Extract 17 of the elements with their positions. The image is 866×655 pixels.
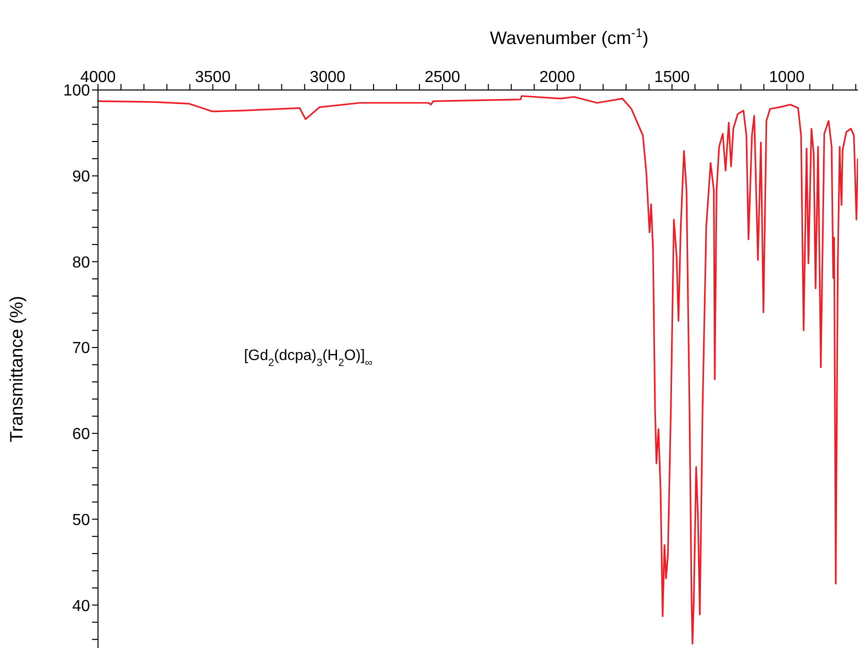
x-tick-label: 3000 [310,69,346,86]
y-tick-label: 60 [72,426,90,444]
x-tick-label: 3500 [195,69,231,86]
y-tick-label: 80 [72,254,90,272]
x-axis-title: Wavenumber (cm$^{-1}$) [490,26,648,48]
x-tick-label: 2500 [424,69,460,86]
y-tick-label: 70 [72,340,90,358]
x-tick-label: 1500 [654,69,690,86]
annotation: [Gd$_{2}$(dcpa)$_{3}$(H$_{2}$O)]$_{∞}$ [244,347,373,369]
y-tick-label: 50 [72,512,90,529]
y-tick-label: 40 [72,598,90,615]
y-axis-title: Transmittance (%) [6,296,26,442]
x-tick-label: 1000 [769,69,805,86]
line-series [98,95,858,645]
x-tick-label: 2000 [539,69,576,86]
y-tick-label: 90 [72,168,90,186]
y-tick-label: 100 [63,82,90,100]
